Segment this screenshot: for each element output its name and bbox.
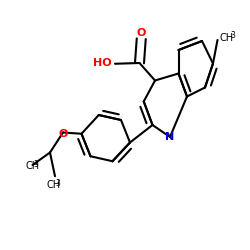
Text: 3: 3: [230, 32, 235, 40]
Text: N: N: [166, 132, 174, 142]
Text: O: O: [58, 129, 68, 139]
Text: CH: CH: [220, 33, 234, 43]
Text: O: O: [136, 28, 146, 38]
Text: CH: CH: [25, 161, 39, 171]
Text: HO: HO: [93, 58, 112, 68]
Text: 3: 3: [55, 179, 60, 188]
Text: 3: 3: [34, 160, 38, 169]
Text: CH: CH: [46, 180, 60, 190]
